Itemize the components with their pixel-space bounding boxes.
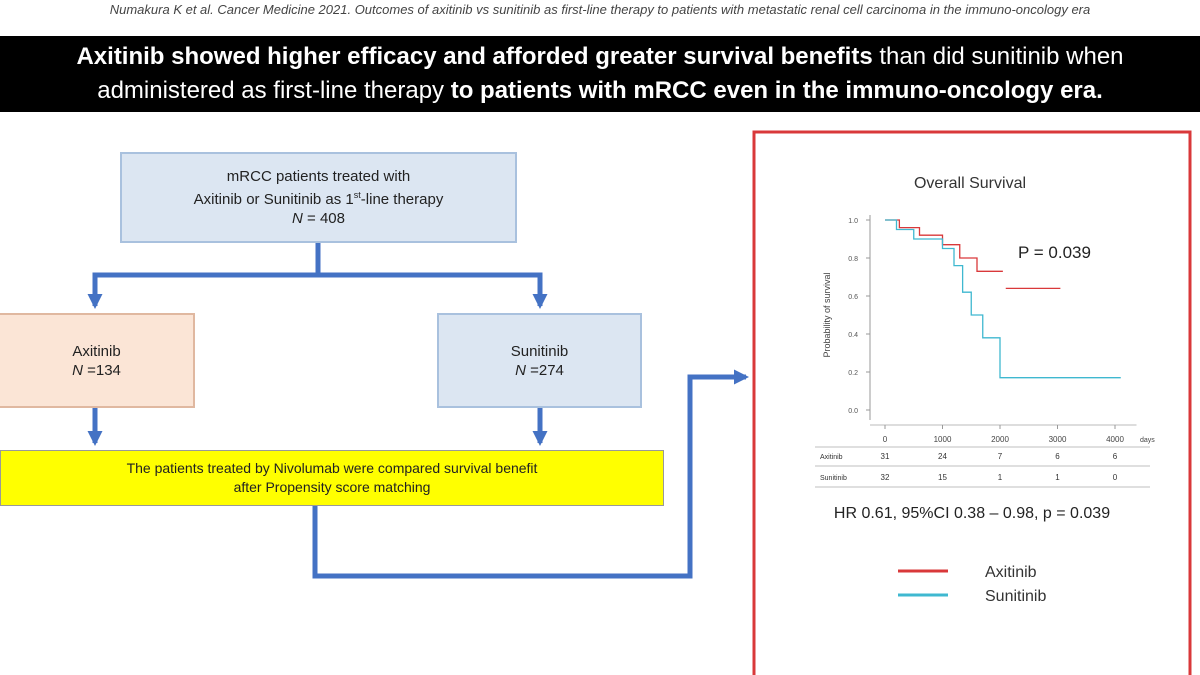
headline-line: Axitinib showed higher efficacy and affo… [0, 40, 1200, 74]
risk-row-label: Sunitinib [820, 475, 847, 482]
text: -line therapy [360, 191, 444, 208]
y-tick-label: 0.0 [848, 408, 858, 415]
y-tick-label: 0.4 [848, 332, 858, 339]
risk-count: 7 [998, 452, 1003, 461]
citation: Numakura K et al. Cancer Medicine 2021. … [109, 2, 1091, 17]
node-total: mRCC patients treated with Axitinib or S… [120, 152, 517, 243]
risk-count: 24 [938, 452, 947, 461]
y-tick-label: 0.2 [848, 370, 858, 377]
node-text: after Propensity score matching [233, 479, 431, 495]
count: = 408 [302, 210, 345, 227]
node-text: The patients treated by Nivolumab were c… [126, 460, 538, 476]
arrow [318, 272, 548, 309]
n-symbol: N [292, 210, 303, 227]
y-tick-label: 0.8 [848, 256, 858, 263]
node-count: N = 408 [292, 209, 345, 228]
hazard-ratio: HR 0.61, 95%CI 0.38 – 0.98, p = 0.039 [834, 505, 1110, 522]
headline-part: Axitinib showed higher efficacy and affo… [76, 43, 873, 70]
headline-line: administered as first-line therapy to pa… [0, 74, 1200, 108]
headline: Axitinib showed higher efficacy and affo… [0, 36, 1200, 112]
node-text: Sunitinib [510, 342, 569, 360]
x-tick-label: 0 [883, 435, 888, 444]
survival-curve [885, 219, 1121, 379]
y-tick-label: 1.0 [848, 218, 858, 225]
node-axitinib: Axitinib N =134 [0, 313, 195, 408]
risk-count: 1 [998, 473, 1003, 482]
count: =134 [82, 361, 121, 379]
arrow [312, 369, 749, 579]
n-symbol: N [72, 361, 83, 379]
y-tick-label: 0.6 [848, 294, 858, 301]
headline-part: administered as first-line therapy [97, 77, 445, 104]
chart-title: Overall Survival [914, 175, 1026, 192]
risk-count: 1 [1055, 473, 1060, 482]
arrows [87, 243, 749, 579]
risk-count: 32 [881, 473, 890, 482]
x-unit: days [1140, 437, 1155, 444]
node-sunitinib: Sunitinib N =274 [437, 313, 642, 408]
y-axis-label: Probability of survival [822, 272, 832, 357]
headline-part: than did sunitinib when [872, 43, 1124, 70]
node-count: N =134 [72, 361, 121, 380]
legend-label: Axitinib [985, 564, 1037, 581]
text: Axitinib or Sunitinib as 1 [193, 191, 354, 208]
annotation: P = 0.039 [1018, 243, 1091, 262]
risk-count: 6 [1113, 452, 1118, 461]
node-count: N =274 [515, 361, 564, 380]
superscript: st [353, 190, 361, 200]
arrow [87, 243, 321, 309]
x-tick-label: 2000 [991, 435, 1009, 444]
survival-curve [885, 219, 1003, 272]
result-panel [752, 130, 1192, 675]
risk-count: 0 [1113, 473, 1118, 482]
x-tick-label: 3000 [1049, 435, 1067, 444]
risk-count: 6 [1055, 452, 1060, 461]
n-symbol: N [515, 361, 526, 379]
node-text: Axitinib or Sunitinib as 1st-line therap… [194, 186, 444, 209]
x-tick-label: 4000 [1106, 435, 1124, 444]
risk-count: 15 [938, 473, 947, 482]
node-matched: The patients treated by Nivolumab were c… [0, 450, 664, 506]
node-text: mRCC patients treated with [226, 168, 411, 185]
risk-row-label: Axitinib [820, 454, 843, 461]
headline-part: to patients with mRCC even in the immuno… [444, 77, 1103, 104]
risk-count: 31 [881, 452, 890, 461]
node-text: Axitinib [72, 342, 121, 360]
x-tick-label: 1000 [934, 435, 952, 444]
legend-label: Sunitinib [985, 588, 1046, 605]
count: =274 [525, 361, 564, 379]
